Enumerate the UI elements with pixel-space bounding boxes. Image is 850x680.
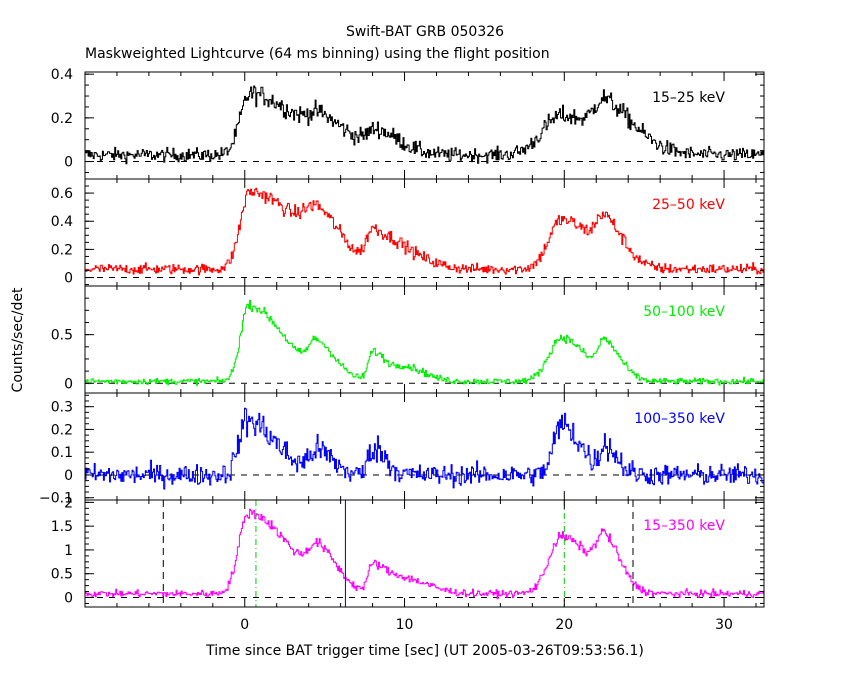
y-tick-label: 0 (64, 271, 73, 287)
panels-group: 0 0.2 0.4 15–25 keV 0 0.2 0.4 0.6 25–50 keV 0 0.5 5… (39, 67, 765, 633)
y-tick-label: 1.5 (51, 519, 73, 535)
y-axis-label: Counts/sec/det (10, 287, 26, 392)
series-line (85, 407, 764, 490)
y-tick-label: 0.5 (51, 567, 73, 583)
y-tick-label: 0.1 (51, 445, 73, 461)
y-tick-label: 0 (64, 155, 73, 171)
series-line (85, 187, 764, 276)
band-label: 100–350 keV (634, 411, 725, 427)
y-tick-label: 0.2 (51, 111, 73, 127)
x-tick-label: 20 (555, 617, 573, 633)
series-line (85, 85, 764, 165)
chart-subtitle: Maskweighted Lightcurve (64 ms binning) … (85, 46, 550, 62)
panel-1: 0 0.2 0.4 0.6 25–50 keV (51, 178, 765, 287)
series-line (85, 508, 764, 600)
y-tick-label: 0.5 (51, 328, 73, 344)
y-tick-label: −0.1 (39, 491, 73, 507)
x-tick-label: 10 (396, 617, 414, 633)
x-axis-label: Time since BAT trigger time [sec] (UT 20… (205, 643, 644, 659)
band-label: 15–25 keV (652, 90, 725, 106)
y-tick-label: 2 (64, 495, 73, 511)
band-label: 15–350 keV (643, 518, 725, 534)
y-tick-label: 0 (64, 468, 73, 484)
x-tick-label: 0 (240, 617, 249, 633)
panel-frame (84, 71, 765, 180)
x-tick-label: 30 (715, 617, 733, 633)
y-tick-label: 0.4 (51, 214, 73, 230)
panel-0: 0 0.2 0.4 15–25 keV (51, 67, 765, 180)
y-tick-label: 0 (64, 590, 73, 606)
y-tick-label: 0.3 (51, 400, 73, 416)
y-tick-label: 0.2 (51, 422, 73, 438)
series-line (85, 300, 764, 386)
y-tick-label: 0.6 (51, 186, 73, 202)
band-label: 50–100 keV (643, 304, 725, 320)
panel-frame (84, 499, 765, 608)
y-tick-label: 0.4 (51, 67, 73, 83)
chart-title: Swift-BAT GRB 050326 (346, 24, 504, 40)
band-label: 25–50 keV (652, 197, 725, 213)
panel-2: 0 0.5 50–100 keV (51, 285, 765, 394)
panel-4: 0 0.5 1 1.5 2 15–350 keV (51, 495, 765, 608)
panel-3: −0.1 0 0.1 0.2 0.3 100–350 keV (39, 392, 765, 507)
y-tick-label: 0 (64, 376, 73, 392)
y-tick-label: 0.2 (51, 242, 73, 258)
y-tick-label: 1 (64, 543, 73, 559)
